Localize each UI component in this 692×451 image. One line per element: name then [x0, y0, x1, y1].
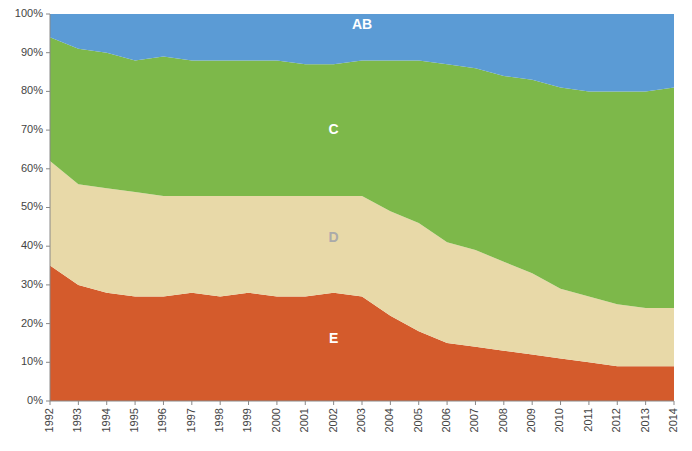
y-tick: [46, 401, 50, 402]
x-tick-label: 1997: [185, 408, 197, 432]
area: [50, 14, 674, 91]
y-tick: [46, 91, 50, 92]
x-tick-label: 2005: [412, 408, 424, 432]
x-tick-label: 2006: [440, 408, 452, 432]
x-tick: [333, 401, 334, 405]
y-tick-label: 60%: [21, 162, 43, 174]
plot-area: [50, 14, 674, 401]
y-tick: [46, 14, 50, 15]
y-tick: [46, 52, 50, 53]
x-tick-label: 1994: [100, 408, 112, 432]
x-tick: [163, 401, 164, 405]
x-tick: [447, 401, 448, 405]
x-tick: [674, 401, 675, 405]
x-tick-label: 1998: [213, 408, 225, 432]
x-tick-label: 1995: [128, 408, 140, 432]
x-tick: [560, 401, 561, 405]
y-tick-label: 90%: [21, 46, 43, 58]
y-tick-label: 70%: [21, 123, 43, 135]
x-tick: [220, 401, 221, 405]
y-tick: [46, 323, 50, 324]
x-tick: [191, 401, 192, 405]
x-tick: [475, 401, 476, 405]
x-tick: [418, 401, 419, 405]
x-tick: [135, 401, 136, 405]
y-tick-label: 50%: [21, 200, 43, 212]
x-tick-label: 2013: [639, 408, 651, 432]
x-tick: [276, 401, 277, 405]
x-tick-label: 1999: [241, 408, 253, 432]
x-tick-label: 1996: [156, 408, 168, 432]
axes: 0% 10% 20% 30% 40% 50% 60% 70% 80% 90% 100% 1992 199…: [15, 7, 679, 433]
x-tick-label: 2011: [582, 408, 594, 432]
x-tick-label: 1992: [43, 408, 55, 432]
y-tick: [46, 168, 50, 169]
x-tick-label: 1993: [71, 408, 83, 432]
x-tick: [645, 401, 646, 405]
chart: 0% 10% 20% 30% 40% 50% 60% 70% 80% 90% 100% 1992 199…: [0, 0, 692, 451]
y-tick-label: 100%: [15, 7, 43, 19]
x-tick: [617, 401, 618, 405]
y-tick: [46, 207, 50, 208]
area-label: E: [329, 330, 338, 346]
x-tick-label: 2012: [610, 408, 622, 432]
y-tick-label: 20%: [21, 317, 43, 329]
x-tick: [588, 401, 589, 405]
x-tick-label: 2010: [553, 408, 565, 432]
y-tick-label: 10%: [21, 355, 43, 367]
y-tick: [46, 130, 50, 131]
x-tick-label: 2000: [270, 408, 282, 432]
x-tick-label: 2003: [355, 408, 367, 432]
area-label: AB: [352, 16, 372, 32]
area-label: D: [329, 229, 339, 245]
x-tick-label: 2007: [468, 408, 480, 432]
y-tick-label: 30%: [21, 278, 43, 290]
y-tick: [46, 284, 50, 285]
annotations: AB C D E: [329, 16, 373, 345]
x-tick: [390, 401, 391, 405]
x-tick-label: 2008: [497, 408, 509, 432]
x-tick: [248, 401, 249, 405]
x-tick: [106, 401, 107, 405]
x-tick: [503, 401, 504, 405]
y-tick: [46, 246, 50, 247]
y-tick-label: 0%: [27, 394, 43, 406]
y-tick-label: 80%: [21, 84, 43, 96]
y-tick-label: 40%: [21, 239, 43, 251]
x-tick-label: 2014: [667, 408, 679, 432]
x-tick-label: 2009: [525, 408, 537, 432]
x-tick: [50, 401, 51, 405]
x-tick: [78, 401, 79, 405]
y-tick: [46, 362, 50, 363]
x-tick-label: 2004: [383, 408, 395, 432]
x-tick: [362, 401, 363, 405]
x-tick: [532, 401, 533, 405]
x-tick-label: 2002: [327, 408, 339, 432]
area-label: C: [329, 121, 339, 137]
x-tick-label: 2001: [298, 408, 310, 432]
x-tick: [305, 401, 306, 405]
